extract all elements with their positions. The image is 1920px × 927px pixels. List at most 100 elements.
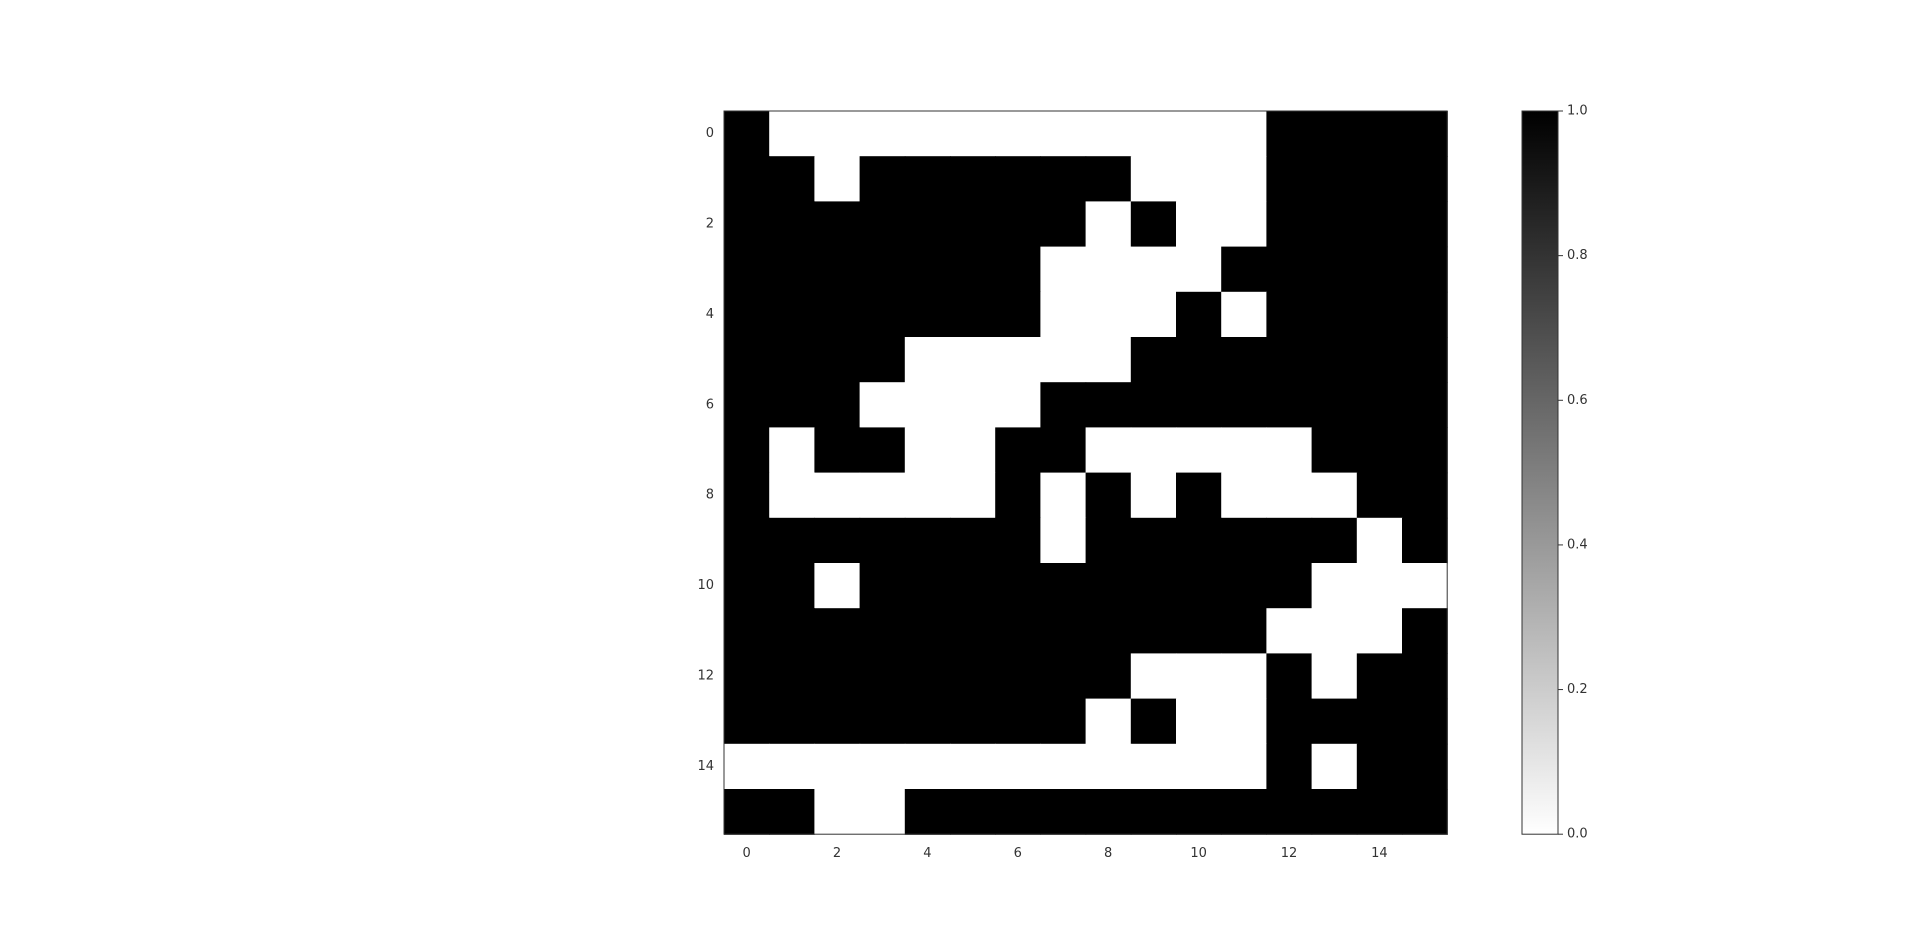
- heatmap-cell-r2-c6: [995, 201, 1041, 248]
- heatmap-cell-r2-c2: [814, 201, 861, 248]
- heatmap-cell-r2-c15: [1402, 201, 1448, 248]
- heatmap-cell-r15-c12: [1266, 789, 1313, 835]
- heatmap-cell-r15-c15: [1402, 789, 1448, 835]
- heatmap-cell-r10-c5: [950, 563, 996, 609]
- heatmap-cell-r10-c3: [859, 563, 906, 609]
- heatmap-cell-r2-c12: [1266, 201, 1313, 248]
- heatmap-cell-r11-c12: [1266, 608, 1313, 654]
- heatmap-cell-r8-c8: [1085, 472, 1132, 519]
- heatmap-cell-r4-c5: [950, 291, 996, 338]
- x-tick-label: 0: [742, 846, 750, 861]
- y-tick-label: 10: [697, 578, 714, 593]
- heatmap-cell-r7-c7: [1040, 427, 1087, 474]
- heatmap-cell-r12-c2: [814, 653, 861, 700]
- heatmap-cell-r10-c7: [1040, 563, 1087, 609]
- heatmap-cell-r14-c14: [1356, 743, 1403, 790]
- heatmap-cell-r1-c9: [1130, 156, 1177, 202]
- heatmap-cell-r2-c10: [1176, 201, 1222, 248]
- heatmap-cell-r3-c0: [724, 246, 770, 293]
- colorbar-gradient: [1521, 110, 1559, 835]
- heatmap-cell-r3-c10: [1176, 246, 1222, 293]
- heatmap-cell-r11-c11: [1221, 608, 1267, 654]
- heatmap-cell-r9-c3: [859, 517, 906, 564]
- heatmap-cell-r14-c10: [1176, 743, 1222, 790]
- heatmap-cell-r15-c13: [1311, 789, 1358, 835]
- heatmap-cell-r6-c1: [769, 382, 815, 428]
- heatmap-cell-r5-c8: [1085, 337, 1132, 383]
- heatmap-cell-r1-c4: [904, 156, 951, 202]
- heatmap-cell-r14-c1: [769, 743, 815, 790]
- heatmap-cell-r12-c11: [1221, 653, 1267, 700]
- heatmap-cell-r0-c12: [1266, 111, 1313, 157]
- heatmap-cell-r4-c1: [769, 291, 815, 338]
- heatmap-cell-r0-c3: [859, 111, 906, 157]
- heatmap-cell-r1-c8: [1085, 156, 1132, 202]
- heatmap-cell-r9-c0: [724, 517, 770, 564]
- heatmap-cell-r6-c9: [1130, 382, 1177, 428]
- heatmap-cell-r12-c10: [1176, 653, 1222, 700]
- heatmap-cell-r4-c0: [724, 291, 770, 338]
- heatmap-cell-r8-c15: [1402, 472, 1448, 519]
- heatmap-cell-r6-c6: [995, 382, 1041, 428]
- heatmap-cell-r2-c4: [904, 201, 951, 248]
- heatmap-cell-r0-c9: [1130, 111, 1177, 157]
- heatmap-cell-r7-c6: [995, 427, 1041, 474]
- heatmap-cell-r2-c9: [1130, 201, 1177, 248]
- heatmap-cell-r1-c2: [814, 156, 861, 202]
- heatmap-cell-r12-c15: [1402, 653, 1448, 700]
- heatmap-cell-r11-c1: [769, 608, 815, 654]
- heatmap-cell-r13-c9: [1130, 698, 1177, 745]
- heatmap-cell-r15-c3: [859, 789, 906, 835]
- colorbar-tick-label: 0.8: [1567, 248, 1588, 263]
- heatmap-cell-r0-c15: [1402, 111, 1448, 157]
- heatmap-cell-r10-c6: [995, 563, 1041, 609]
- heatmap-cell-r6-c4: [904, 382, 951, 428]
- heatmap-cell-r11-c10: [1176, 608, 1222, 654]
- heatmap-cell-r11-c3: [859, 608, 906, 654]
- heatmap-cell-r14-c5: [950, 743, 996, 790]
- heatmap-cell-r4-c14: [1356, 291, 1403, 338]
- heatmap-cell-r4-c12: [1266, 291, 1313, 338]
- heatmap-cell-r6-c7: [1040, 382, 1087, 428]
- heatmap-cell-r4-c13: [1311, 291, 1358, 338]
- heatmap-cell-r14-c8: [1085, 743, 1132, 790]
- heatmap-cell-r11-c2: [814, 608, 861, 654]
- heatmap-cell-r4-c3: [859, 291, 906, 338]
- heatmap-cell-r15-c8: [1085, 789, 1132, 835]
- heatmap-cell-r0-c6: [995, 111, 1041, 157]
- heatmap-cell-r10-c8: [1085, 563, 1132, 609]
- colorbar-tick-label: 1.0: [1567, 104, 1588, 119]
- heatmap-cell-r13-c2: [814, 698, 861, 745]
- heatmap-cell-r5-c1: [769, 337, 815, 383]
- heatmap-cell-r13-c5: [950, 698, 996, 745]
- heatmap-cell-r10-c4: [904, 563, 951, 609]
- heatmap-cell-r5-c9: [1130, 337, 1177, 383]
- heatmap-cell-r5-c2: [814, 337, 861, 383]
- heatmap-cell-r14-c9: [1130, 743, 1177, 790]
- heatmap-cell-r10-c0: [724, 563, 770, 609]
- heatmap-cell-r2-c1: [769, 201, 815, 248]
- heatmap-cell-r3-c7: [1040, 246, 1087, 293]
- heatmap-cell-r11-c7: [1040, 608, 1087, 654]
- heatmap-cell-r8-c2: [814, 472, 861, 519]
- heatmap-cell-r11-c15: [1402, 608, 1448, 654]
- heatmap-cell-r3-c4: [904, 246, 951, 293]
- heatmap-cell-r15-c4: [904, 789, 951, 835]
- heatmap-cell-r10-c9: [1130, 563, 1177, 609]
- heatmap-cell-r4-c8: [1085, 291, 1132, 338]
- heatmap-cell-r5-c12: [1266, 337, 1313, 383]
- heatmap-cell-r8-c3: [859, 472, 906, 519]
- heatmap-cell-r0-c1: [769, 111, 815, 157]
- heatmap-cell-r0-c10: [1176, 111, 1222, 157]
- heatmap-cell-r7-c3: [859, 427, 906, 474]
- heatmap-cell-r12-c3: [859, 653, 906, 700]
- plot-frame: [723, 110, 1448, 835]
- heatmap-cell-r4-c9: [1130, 291, 1177, 338]
- heatmap-cell-r12-c1: [769, 653, 815, 700]
- colorbar-tick-label: 0.0: [1567, 827, 1588, 842]
- heatmap-cell-r9-c6: [995, 517, 1041, 564]
- heatmap-cell-r3-c2: [814, 246, 861, 293]
- heatmap-cell-r13-c10: [1176, 698, 1222, 745]
- heatmap-cell-r8-c6: [995, 472, 1041, 519]
